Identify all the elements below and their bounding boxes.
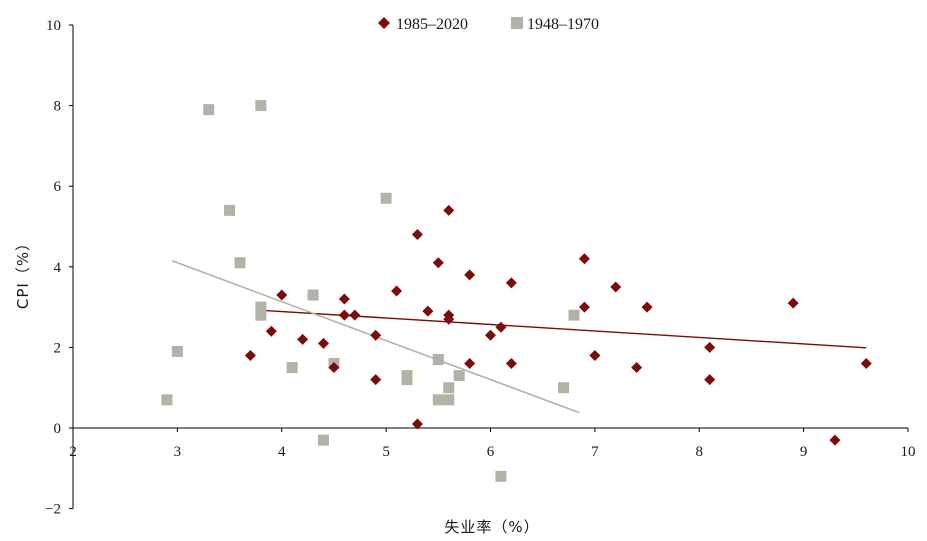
data-point-diamond xyxy=(704,374,716,386)
x-axis-title: 失业率（%） xyxy=(444,518,539,536)
x-tick-label: 8 xyxy=(696,444,704,460)
data-point-diamond xyxy=(349,309,361,321)
x-tick-label: 6 xyxy=(487,444,495,460)
data-point-square xyxy=(255,100,267,112)
data-point-diamond xyxy=(787,297,799,309)
data-point-square xyxy=(171,345,183,357)
data-point-square xyxy=(307,289,319,301)
data-point-square xyxy=(234,257,246,269)
data-point-diamond xyxy=(338,309,350,321)
data-point-square xyxy=(255,309,267,321)
data-point-square xyxy=(203,104,215,116)
x-tick-label: 10 xyxy=(901,444,916,460)
data-point-diamond xyxy=(297,333,309,345)
x-tick-label: 9 xyxy=(800,444,808,460)
data-point-diamond xyxy=(432,257,444,269)
data-point-diamond xyxy=(338,293,350,305)
x-tick-label: 5 xyxy=(382,444,390,460)
data-point-diamond xyxy=(641,301,653,313)
data-point-square xyxy=(558,382,570,394)
trendlines xyxy=(171,260,867,414)
legend-label-series-2: 1948–1970 xyxy=(527,16,599,33)
data-point-diamond xyxy=(443,204,455,216)
legend-marker-series-2 xyxy=(511,17,523,29)
data-point-diamond xyxy=(276,289,288,301)
data-point-diamond xyxy=(328,362,340,374)
data-point-diamond xyxy=(244,349,256,361)
data-point-diamond xyxy=(485,329,496,341)
data-point-square xyxy=(255,301,267,313)
data-point-square xyxy=(380,192,392,204)
data-point-diamond xyxy=(464,269,476,281)
data-point-diamond xyxy=(578,301,590,313)
x-tick-label: 3 xyxy=(174,444,182,460)
data-point-diamond xyxy=(829,434,841,446)
data-point-square xyxy=(432,353,444,365)
data-point-square xyxy=(453,370,465,382)
data-point-diamond xyxy=(464,358,476,370)
legend-marker-series-1 xyxy=(378,17,390,29)
data-point-square xyxy=(401,374,413,386)
data-point-diamond xyxy=(370,329,382,341)
data-point-square xyxy=(161,394,173,406)
x-tick-label: 4 xyxy=(278,444,286,460)
y-tick-label: −2 xyxy=(45,502,61,518)
x-tick-label: 7 xyxy=(591,444,599,460)
data-point-diamond xyxy=(411,418,423,430)
data-point-diamond xyxy=(370,374,382,386)
legend-label-series-1: 1985–2020 xyxy=(396,16,468,33)
y-tick-label: 10 xyxy=(46,18,61,34)
data-point-diamond xyxy=(505,358,517,370)
data-point-square xyxy=(568,309,580,321)
data-point-diamond xyxy=(495,321,507,333)
data-point-diamond xyxy=(860,358,872,370)
data-point-square xyxy=(286,362,298,374)
y-tick-label: 2 xyxy=(54,340,62,356)
data-point-square xyxy=(443,382,455,394)
data-point-diamond xyxy=(318,337,329,349)
data-points xyxy=(161,100,872,482)
data-point-diamond xyxy=(505,277,517,289)
data-point-diamond xyxy=(610,281,622,293)
data-point-diamond xyxy=(704,341,716,353)
data-point-diamond xyxy=(443,309,455,321)
data-point-square xyxy=(318,434,329,446)
data-point-diamond xyxy=(578,253,590,265)
data-point-diamond xyxy=(422,305,434,317)
data-point-square xyxy=(224,204,236,216)
data-point-square xyxy=(432,394,444,406)
y-tick-label: 4 xyxy=(54,260,62,276)
data-point-diamond xyxy=(265,325,277,337)
data-point-diamond xyxy=(589,349,601,361)
data-point-square xyxy=(495,470,507,482)
y-tick-label: 0 xyxy=(54,421,62,437)
legend: 1985–2020 1948–1970 xyxy=(378,16,599,33)
data-point-square xyxy=(443,394,455,406)
y-tick-label: 8 xyxy=(54,99,62,115)
y-axis-title: CPI（%） xyxy=(14,235,32,309)
data-point-diamond xyxy=(411,229,423,241)
x-tick-label: 2 xyxy=(69,444,77,460)
data-point-diamond xyxy=(391,285,403,297)
data-point-diamond xyxy=(631,362,643,374)
y-tick-label: 6 xyxy=(54,179,62,195)
